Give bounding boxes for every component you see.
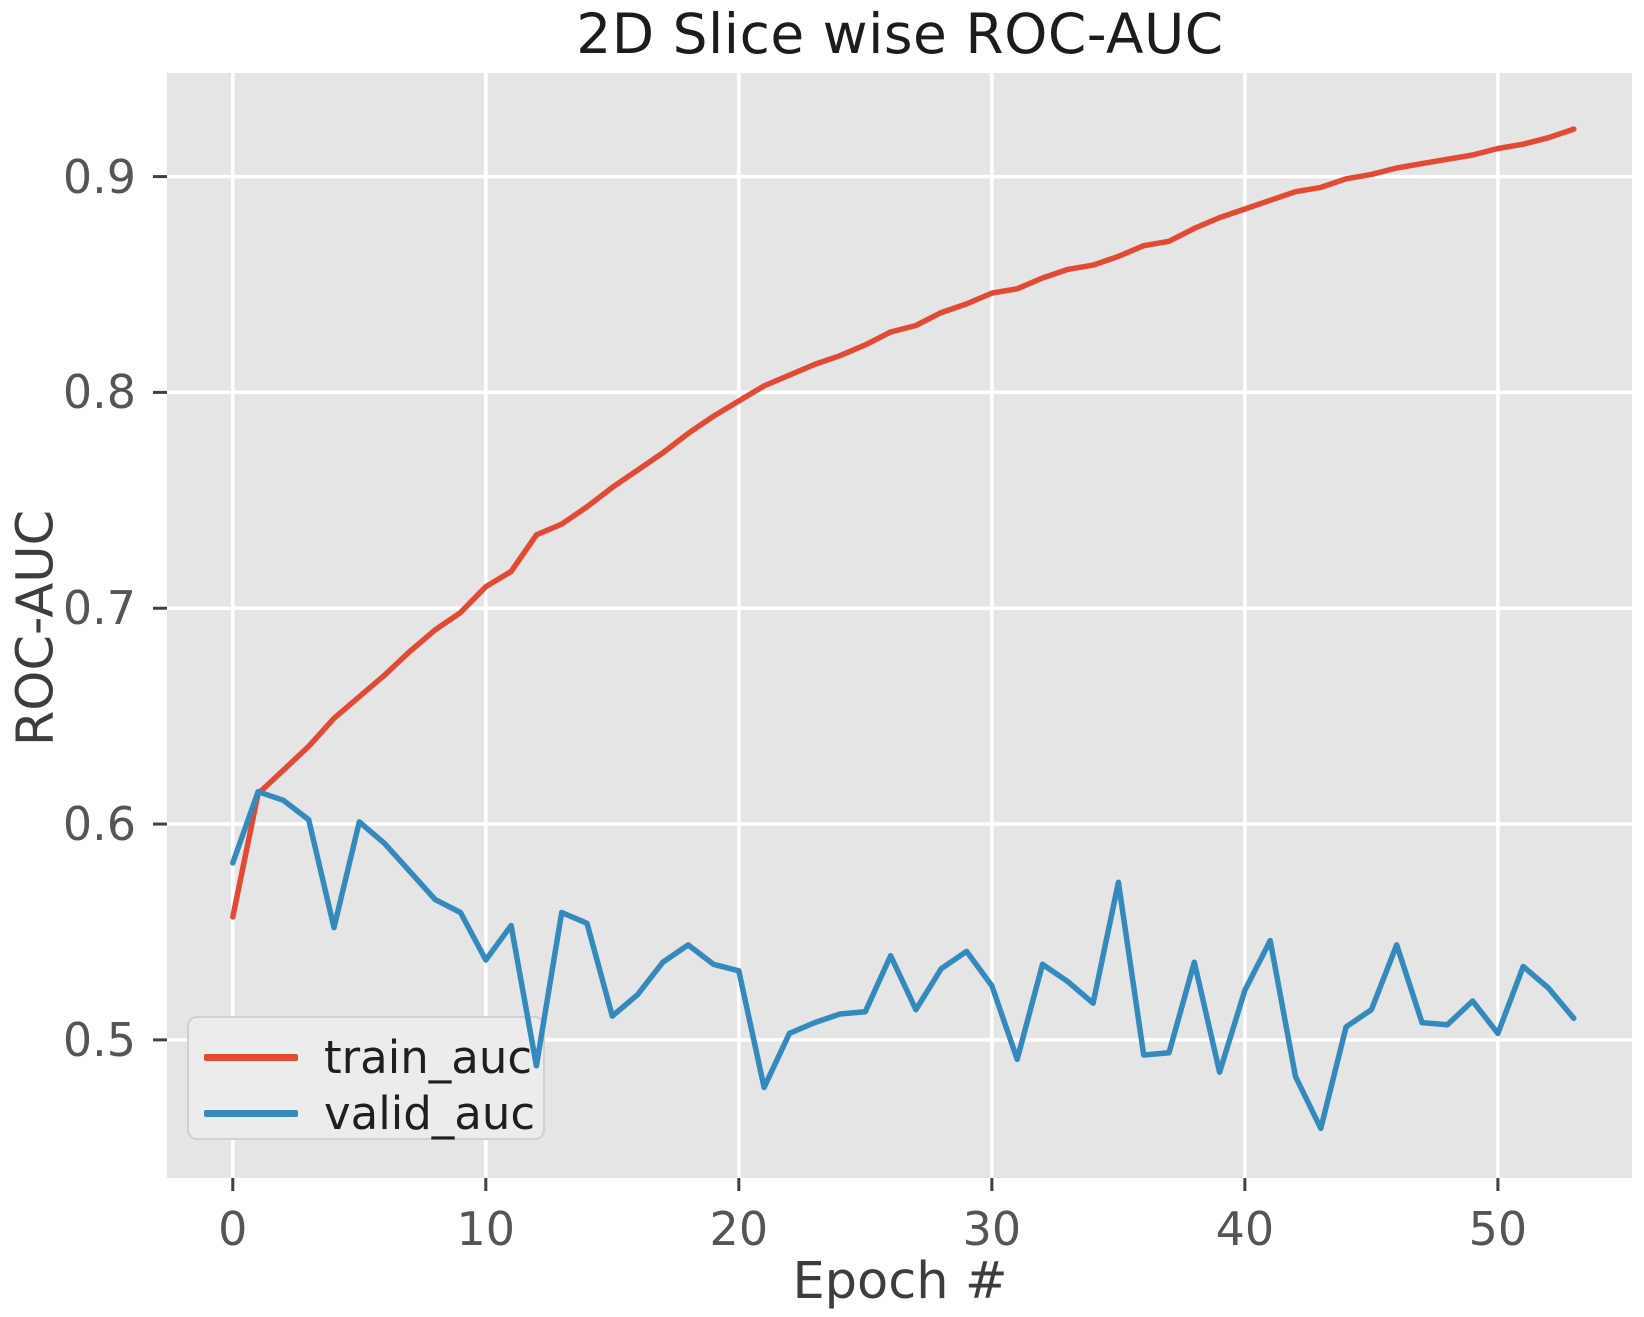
y-tick-label: 0.6 <box>62 797 136 852</box>
y-tick-label: 0.9 <box>62 149 136 204</box>
x-tick-label: 0 <box>218 1202 248 1256</box>
y-tick-label: 0.8 <box>62 365 136 420</box>
y-tick-label: 0.7 <box>62 581 136 636</box>
legend-frame <box>187 1016 545 1140</box>
chart-title: 2D Slice wise ROC-AUC <box>576 2 1224 66</box>
x-axis-label: Epoch # <box>792 1252 1008 1311</box>
legend-item-valid: valid_auc <box>204 1085 544 1141</box>
x-tick-label: 10 <box>456 1202 516 1256</box>
legend-item-train: train_auc <box>204 1029 544 1085</box>
x-tick-label: 30 <box>962 1202 1022 1256</box>
legend: train_auc valid_auc <box>188 1017 544 1139</box>
y-tick-label: 0.5 <box>62 1012 136 1067</box>
axes-background <box>167 73 1632 1178</box>
x-tick-label: 20 <box>709 1202 769 1256</box>
valid_auc-line <box>230 788 1577 1132</box>
train_auc-line <box>230 126 1577 920</box>
legend-label-valid: valid_auc <box>324 1086 536 1140</box>
legend-label-train: train_auc <box>324 1030 533 1084</box>
x-tick-label: 50 <box>1468 1202 1528 1256</box>
valid-line-swatch <box>204 1109 298 1117</box>
train-line-swatch <box>204 1053 298 1061</box>
x-tick-label: 40 <box>1215 1202 1275 1256</box>
